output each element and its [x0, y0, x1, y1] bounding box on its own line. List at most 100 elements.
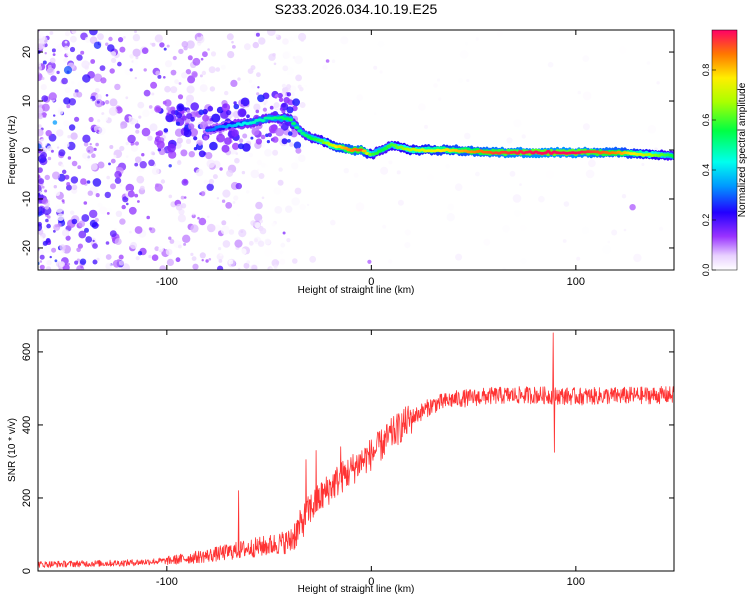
noise-blob — [84, 173, 88, 178]
ridge-segment — [260, 119, 266, 122]
noise-blob — [64, 174, 70, 180]
noise-blob — [151, 92, 155, 96]
noise-blob — [100, 44, 104, 49]
noise-blob — [95, 142, 99, 147]
noise-blob — [100, 114, 108, 122]
noise-blob — [157, 148, 161, 152]
noise-blob — [215, 67, 221, 72]
noise-blob — [76, 54, 83, 61]
noise-blob — [178, 82, 182, 85]
noise-blob — [83, 141, 89, 147]
noise-blob — [446, 213, 455, 222]
y-tick-label: -20 — [21, 240, 33, 256]
noise-blob — [250, 220, 256, 226]
noise-blob — [54, 114, 59, 119]
noise-blob — [272, 53, 276, 57]
noise-blob — [40, 84, 47, 91]
noise-blob — [148, 159, 155, 167]
snr-y-label: SNR (10 * v/v) — [7, 418, 18, 482]
noise-blob — [290, 130, 298, 138]
noise-blob — [97, 202, 103, 208]
y-tick-label: 10 — [21, 95, 33, 107]
noise-blob — [74, 260, 79, 265]
noise-blob — [188, 123, 195, 130]
noise-blob — [290, 96, 294, 100]
noise-blob — [134, 193, 139, 198]
noise-blob — [196, 35, 205, 44]
noise-blob — [324, 157, 330, 164]
noise-blob — [68, 98, 77, 106]
noise-blob — [118, 254, 124, 260]
noise-blob — [197, 216, 200, 220]
noise-blob — [84, 125, 88, 129]
noise-blob — [269, 267, 273, 270]
y-tick-label: 400 — [21, 416, 33, 434]
noise-blob — [185, 69, 192, 75]
noise-blob — [166, 258, 174, 266]
noise-blob — [93, 73, 103, 83]
noise-blob — [514, 209, 521, 217]
noise-blob — [38, 71, 41, 75]
noise-blob — [187, 55, 193, 61]
noise-blob — [137, 101, 145, 109]
noise-blob — [243, 262, 250, 269]
noise-blob — [294, 187, 302, 195]
noise-blob — [106, 175, 110, 180]
noise-blob — [190, 252, 194, 256]
noise-blob — [87, 190, 94, 196]
noise-blob — [118, 260, 125, 266]
noise-blob — [188, 151, 195, 158]
noise-blob — [506, 137, 513, 144]
noise-blob — [356, 94, 364, 101]
noise-blob — [520, 224, 527, 232]
noise-blob — [92, 239, 95, 243]
noise-blob — [300, 38, 304, 42]
noise-blob — [63, 97, 71, 105]
noise-blob — [177, 94, 184, 100]
snr-frame — [37, 329, 675, 572]
noise-blob — [496, 30, 503, 37]
noise-blob — [181, 72, 188, 79]
noise-blob — [218, 259, 223, 263]
noise-blob — [200, 57, 204, 61]
noise-blob — [99, 206, 108, 215]
noise-blob — [71, 184, 78, 191]
noise-blob — [59, 244, 66, 251]
noise-blob — [76, 247, 81, 253]
noise-blob — [164, 85, 171, 93]
noise-blob — [57, 223, 62, 228]
noise-blob — [259, 219, 264, 224]
noise-blob — [396, 170, 401, 175]
noise-blob — [282, 65, 289, 72]
noise-blob — [633, 253, 642, 263]
noise-blob — [255, 138, 262, 145]
noise-blob — [176, 103, 185, 112]
noise-blob — [174, 79, 180, 85]
noise-blob — [70, 132, 78, 140]
noise-blob — [240, 104, 244, 108]
noise-blob — [38, 236, 43, 241]
noise-blob — [39, 260, 43, 263]
noise-blob — [272, 149, 279, 156]
noise-blob — [597, 106, 606, 114]
noise-blob — [234, 239, 243, 248]
noise-blob — [74, 116, 80, 122]
noise-blob — [125, 96, 129, 100]
noise-blob — [67, 135, 71, 139]
spectrogram-y-axis: -20 -10 0 10 20 — [21, 46, 674, 256]
noise-blob — [77, 165, 82, 170]
noise-blob — [436, 78, 441, 82]
noise-blob — [51, 247, 57, 253]
noise-blob — [164, 60, 173, 68]
noise-blob — [101, 112, 105, 116]
noise-blob — [208, 258, 212, 261]
noise-blob — [259, 227, 267, 235]
noise-blob — [41, 103, 50, 112]
noise-blob — [509, 170, 516, 177]
noise-blob — [186, 113, 193, 120]
noise-blob — [163, 128, 169, 133]
noise-blob — [269, 105, 274, 110]
noise-blob — [121, 204, 126, 210]
noise-blob — [38, 107, 43, 114]
